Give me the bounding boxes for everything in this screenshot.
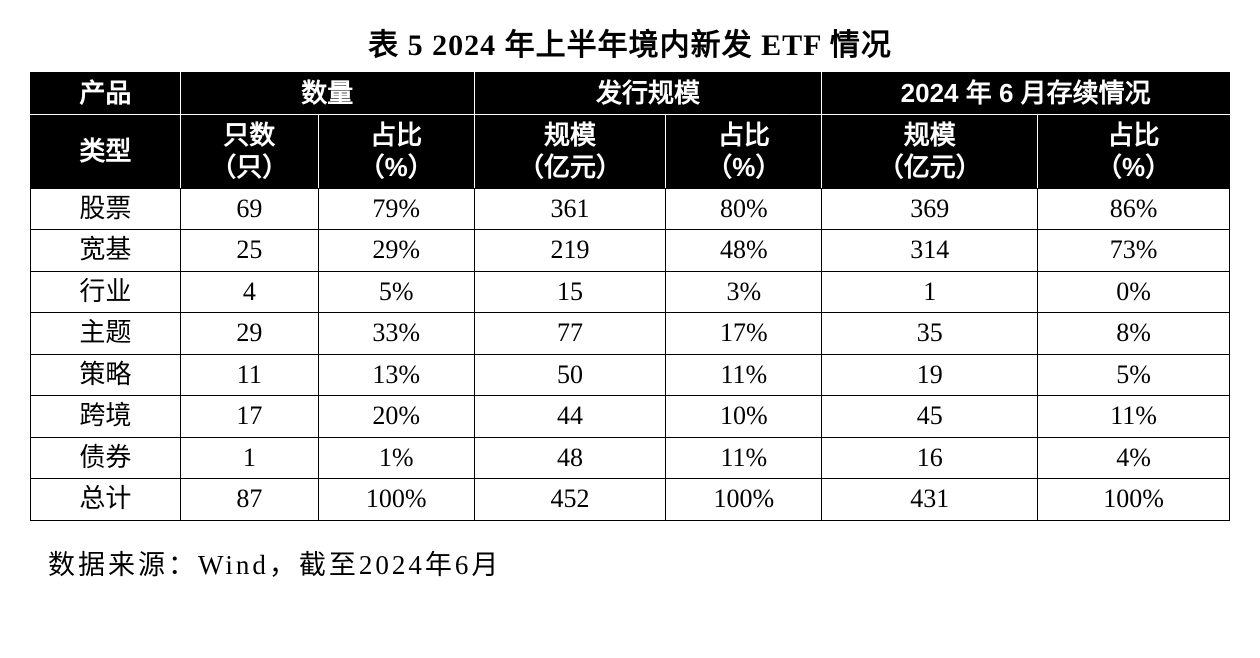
header-exist-pct: 占比（%） [1038, 114, 1230, 188]
cell-issue_size: 15 [474, 271, 666, 313]
header-exist-size: 规模（亿元） [822, 114, 1038, 188]
cell-exist_size: 19 [822, 354, 1038, 396]
cell-exist_size: 45 [822, 396, 1038, 438]
cell-count_pct: 100% [318, 479, 474, 521]
cell-issue_pct: 100% [666, 479, 822, 521]
cell-issue_pct: 10% [666, 396, 822, 438]
cell-count: 1 [180, 437, 318, 479]
cell-exist_pct: 8% [1038, 313, 1230, 355]
table-row: 策略1113%5011%195% [31, 354, 1230, 396]
data-source: 数据来源：Wind，截至2024年6月 [30, 543, 1230, 582]
table-row: 跨境1720%4410%4511% [31, 396, 1230, 438]
table-title: 表 5 2024 年上半年境内新发 ETF 情况 [30, 20, 1230, 64]
cell-count: 17 [180, 396, 318, 438]
cell-exist_size: 35 [822, 313, 1038, 355]
cell-exist_pct: 5% [1038, 354, 1230, 396]
table-header: 产品 数量 发行规模 2024 年 6 月存续情况 类型 只数（只） 占比（%）… [31, 73, 1230, 189]
cell-type: 宽基 [31, 230, 181, 272]
cell-issue_pct: 11% [666, 437, 822, 479]
cell-exist_size: 431 [822, 479, 1038, 521]
cell-exist_pct: 100% [1038, 479, 1230, 521]
cell-count: 25 [180, 230, 318, 272]
cell-count_pct: 79% [318, 188, 474, 230]
header-group-exist: 2024 年 6 月存续情况 [822, 73, 1230, 115]
header-type-bottom: 类型 [31, 114, 181, 188]
table-row: 行业45%153%10% [31, 271, 1230, 313]
cell-exist_size: 16 [822, 437, 1038, 479]
cell-count_pct: 5% [318, 271, 474, 313]
cell-exist_pct: 4% [1038, 437, 1230, 479]
cell-issue_size: 77 [474, 313, 666, 355]
cell-issue_size: 219 [474, 230, 666, 272]
cell-type: 行业 [31, 271, 181, 313]
header-issue-pct: 占比（%） [666, 114, 822, 188]
cell-count: 69 [180, 188, 318, 230]
cell-count: 11 [180, 354, 318, 396]
cell-type: 跨境 [31, 396, 181, 438]
header-count: 只数（只） [180, 114, 318, 188]
cell-exist_size: 369 [822, 188, 1038, 230]
cell-type: 股票 [31, 188, 181, 230]
cell-count: 4 [180, 271, 318, 313]
cell-count_pct: 33% [318, 313, 474, 355]
cell-issue_size: 361 [474, 188, 666, 230]
header-group-issue: 发行规模 [474, 73, 822, 115]
cell-issue_pct: 48% [666, 230, 822, 272]
table-row: 股票6979%36180%36986% [31, 188, 1230, 230]
cell-count_pct: 29% [318, 230, 474, 272]
header-issue-size: 规模（亿元） [474, 114, 666, 188]
table-row: 总计87100%452100%431100% [31, 479, 1230, 521]
cell-type: 总计 [31, 479, 181, 521]
cell-issue_pct: 11% [666, 354, 822, 396]
cell-type: 策略 [31, 354, 181, 396]
cell-count_pct: 1% [318, 437, 474, 479]
table-row: 债券11%4811%164% [31, 437, 1230, 479]
cell-exist_pct: 86% [1038, 188, 1230, 230]
cell-type: 债券 [31, 437, 181, 479]
cell-exist_size: 314 [822, 230, 1038, 272]
cell-exist_pct: 73% [1038, 230, 1230, 272]
cell-type: 主题 [31, 313, 181, 355]
cell-issue_pct: 3% [666, 271, 822, 313]
etf-table: 产品 数量 发行规模 2024 年 6 月存续情况 类型 只数（只） 占比（%）… [30, 72, 1230, 521]
cell-exist_pct: 11% [1038, 396, 1230, 438]
cell-count: 87 [180, 479, 318, 521]
cell-issue_size: 44 [474, 396, 666, 438]
cell-issue_size: 452 [474, 479, 666, 521]
cell-count_pct: 13% [318, 354, 474, 396]
header-type-top: 产品 [31, 73, 181, 115]
cell-count_pct: 20% [318, 396, 474, 438]
table-body: 股票6979%36180%36986%宽基2529%21948%31473%行业… [31, 188, 1230, 520]
table-row: 宽基2529%21948%31473% [31, 230, 1230, 272]
cell-issue_pct: 80% [666, 188, 822, 230]
cell-exist_size: 1 [822, 271, 1038, 313]
header-count-pct: 占比（%） [318, 114, 474, 188]
cell-issue_size: 48 [474, 437, 666, 479]
cell-issue_pct: 17% [666, 313, 822, 355]
cell-exist_pct: 0% [1038, 271, 1230, 313]
table-row: 主题2933%7717%358% [31, 313, 1230, 355]
cell-count: 29 [180, 313, 318, 355]
cell-issue_size: 50 [474, 354, 666, 396]
header-group-qty: 数量 [180, 73, 474, 115]
